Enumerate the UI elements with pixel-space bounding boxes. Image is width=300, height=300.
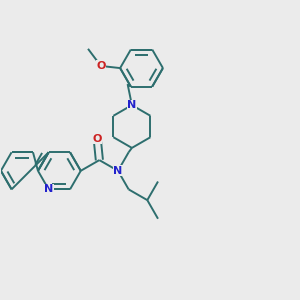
Text: N: N bbox=[127, 100, 136, 110]
Text: N: N bbox=[113, 166, 123, 176]
Text: N: N bbox=[44, 184, 53, 194]
Text: O: O bbox=[92, 134, 102, 144]
Text: O: O bbox=[96, 61, 106, 71]
